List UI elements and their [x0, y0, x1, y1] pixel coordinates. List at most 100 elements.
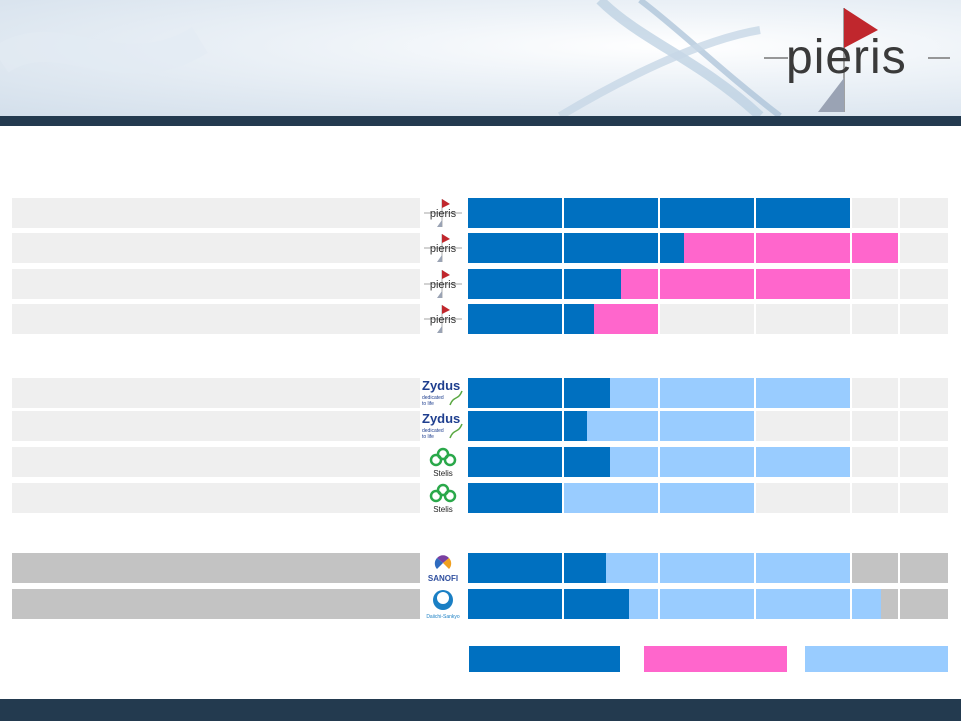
- phase-divider: [850, 553, 852, 583]
- pieris-logo: pieris: [420, 303, 466, 335]
- pieris-logo: pieris: [420, 232, 466, 264]
- pieris-logo: pieris: [758, 8, 954, 112]
- phase-divider: [850, 411, 852, 441]
- pieris-mini-logo-icon: pieris: [424, 199, 462, 227]
- progress-track: [468, 589, 948, 619]
- progress-segment-light-blue: [564, 483, 756, 513]
- phase-divider: [850, 233, 852, 263]
- row-label-cell: [12, 233, 420, 263]
- phase-divider: [658, 304, 660, 334]
- progress-segment-blue: [468, 269, 621, 299]
- zydus-logo: Zydus dedicated to life: [420, 377, 466, 409]
- phase-divider: [850, 378, 852, 408]
- svg-text:pieris: pieris: [430, 208, 457, 220]
- stelis-logo: Stelis: [420, 446, 466, 478]
- phase-divider: [562, 589, 564, 619]
- phase-divider: [754, 411, 756, 441]
- row-label-cell: [12, 378, 420, 408]
- row-label-cell: [12, 304, 420, 334]
- pieris-mini-logo-icon: pieris: [424, 234, 462, 262]
- progress-track: [468, 378, 948, 408]
- phase-divider: [754, 589, 756, 619]
- pieris-mini-logo-icon: pieris: [424, 270, 462, 298]
- phase-divider: [850, 447, 852, 477]
- progress-segment-blue: [468, 483, 564, 513]
- phase-divider: [850, 483, 852, 513]
- phase-divider: [754, 233, 756, 263]
- progress-track: [468, 304, 948, 334]
- phase-divider: [898, 304, 900, 334]
- phase-divider: [562, 198, 564, 228]
- phase-divider: [850, 304, 852, 334]
- progress-track: [468, 447, 948, 477]
- phase-divider: [850, 589, 852, 619]
- phase-divider: [898, 483, 900, 513]
- progress-segment-blue: [468, 447, 610, 477]
- phase-divider: [658, 589, 660, 619]
- phase-divider: [562, 378, 564, 408]
- phase-divider: [754, 269, 756, 299]
- legend-swatch-light-blue: [805, 646, 948, 672]
- progress-segment-light-blue: [610, 378, 852, 408]
- row-label-cell: [12, 198, 420, 228]
- progress-track: [468, 233, 948, 263]
- svg-text:pieris: pieris: [430, 279, 457, 291]
- svg-text:pieris: pieris: [430, 314, 457, 326]
- phase-divider: [562, 233, 564, 263]
- progress-segment-blue: [468, 198, 852, 228]
- svg-text:to life: to life: [422, 401, 434, 407]
- phase-divider: [898, 233, 900, 263]
- phase-divider: [754, 447, 756, 477]
- svg-text:to life: to life: [422, 434, 434, 440]
- legend-swatch-blue: [469, 646, 620, 672]
- header-decoration: [0, 0, 782, 116]
- pieris-logo-text: pieris: [786, 31, 907, 84]
- stelis-logo-icon: Stelis: [429, 447, 457, 478]
- phase-divider: [562, 411, 564, 441]
- phase-divider: [658, 447, 660, 477]
- phase-divider: [898, 378, 900, 408]
- progress-track: [468, 198, 948, 228]
- svg-text:Zydus: Zydus: [422, 378, 460, 393]
- phase-divider: [898, 589, 900, 619]
- sanofi-logo: SANOFI: [420, 552, 466, 584]
- progress-segment-light-blue: [610, 447, 852, 477]
- phase-divider: [658, 378, 660, 408]
- pieris-logo: pieris: [420, 197, 466, 229]
- phase-divider: [898, 553, 900, 583]
- stelis-logo-icon: Stelis: [429, 483, 457, 514]
- phase-divider: [754, 483, 756, 513]
- phase-divider: [562, 483, 564, 513]
- phase-divider: [658, 269, 660, 299]
- phase-divider: [658, 411, 660, 441]
- svg-text:Zydus: Zydus: [422, 411, 460, 426]
- progress-segment-blue: [468, 553, 606, 583]
- row-label-cell: [12, 447, 420, 477]
- phase-divider: [754, 378, 756, 408]
- progress-segment-light-blue: [587, 411, 756, 441]
- progress-segment-blue: [468, 589, 629, 619]
- phase-divider: [754, 198, 756, 228]
- phase-divider: [658, 198, 660, 228]
- progress-segment-blue: [468, 411, 587, 441]
- row-label-cell: [12, 483, 420, 513]
- phase-divider: [562, 269, 564, 299]
- stelis-logo: Stelis: [420, 482, 466, 514]
- daiichi-sankyo-logo-icon: Daiichi-Sankyo: [426, 590, 460, 620]
- svg-text:Stelis: Stelis: [433, 505, 453, 514]
- progress-segment-blue: [468, 304, 594, 334]
- progress-track: [468, 483, 948, 513]
- phase-divider: [850, 198, 852, 228]
- phase-divider: [658, 483, 660, 513]
- row-label-cell: [12, 589, 420, 619]
- phase-divider: [658, 233, 660, 263]
- phase-divider: [898, 411, 900, 441]
- phase-divider: [898, 269, 900, 299]
- svg-text:dedicated: dedicated: [422, 428, 444, 434]
- phase-divider: [754, 553, 756, 583]
- zydus-logo: Zydus dedicated to life: [420, 410, 466, 442]
- header-banner: pieris: [0, 0, 961, 116]
- phase-divider: [658, 553, 660, 583]
